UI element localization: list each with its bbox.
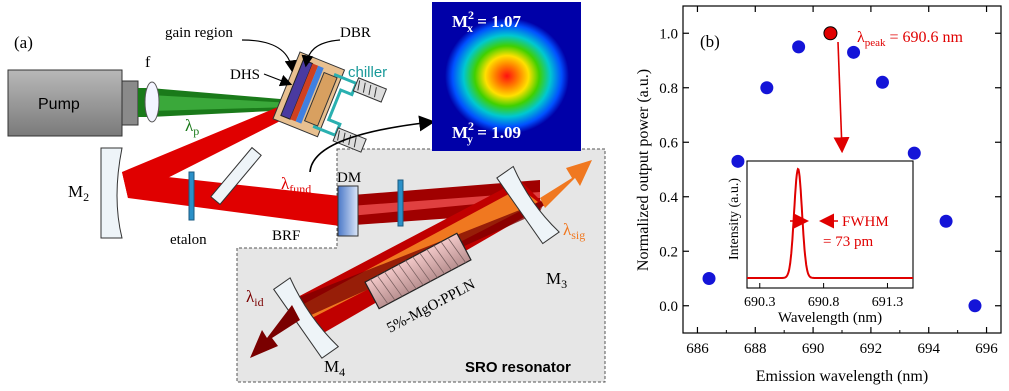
pump-lens [145, 82, 159, 122]
data-point [847, 46, 860, 59]
y-tick-label: 0.4 [659, 190, 678, 206]
inset-x-label: Wavelength (nm) [778, 310, 882, 326]
etalon [189, 172, 194, 220]
y-axis-label: Normalized output power (a.u.) [635, 69, 652, 271]
x-tick-label: 694 [917, 341, 940, 357]
data-point [876, 76, 889, 89]
chiller-label: chiller [348, 64, 387, 81]
data-point-peak [824, 27, 837, 40]
inset-x-tick-label: 690.8 [808, 295, 840, 310]
beam-profile-image: M2 x = 1.07 M2 y = 1.09 [432, 2, 581, 151]
data-point [731, 155, 744, 168]
m2-label: M2 [68, 182, 89, 204]
pump-nozzle [122, 81, 138, 125]
peak-annotation: λpeak = 690.6 nm [857, 29, 964, 49]
y-tick-label: 0.6 [659, 135, 678, 151]
mirror-m2 [101, 148, 122, 238]
x-tick-label: 686 [686, 341, 709, 357]
resonator-etalon [398, 180, 403, 226]
etalon-label: etalon [170, 232, 207, 248]
panel-a: (a) Pump f λp [8, 2, 605, 382]
fwhm-value: = 73 pm [823, 234, 873, 250]
x-tick-label: 692 [860, 341, 883, 357]
x-axis-label: Emission wavelength (nm) [756, 368, 928, 385]
inset-x-tick-label: 690.3 [744, 295, 776, 310]
my2-label: M2 y = 1.09 [452, 119, 521, 146]
fwhm-label: FWHM [842, 214, 889, 230]
mx2-label: M2 x = 1.07 [452, 8, 521, 35]
y-tick-label: 0.2 [659, 244, 678, 260]
inset-x-tick-label: 691.3 [872, 295, 904, 310]
x-tick-label: 690 [802, 341, 825, 357]
inset-y-label: Intensity (a.u.) [727, 178, 742, 260]
dichroic-mirror [338, 186, 358, 236]
data-point [760, 81, 773, 94]
panel-a-label: (a) [14, 33, 33, 52]
x-tick-label: 696 [975, 341, 998, 357]
data-point [703, 272, 716, 285]
data-point [792, 40, 805, 53]
lambda-p-label: λp [185, 116, 199, 138]
y-tick-label: 0.0 [659, 299, 678, 315]
data-point [940, 215, 953, 228]
gain-region-label: gain region [165, 25, 233, 41]
data-point [968, 299, 981, 312]
dbr-label: DBR [340, 25, 371, 41]
data-point [908, 147, 921, 160]
y-tick-label: 1.0 [659, 26, 678, 42]
peak-arrow [838, 42, 842, 150]
y-tick-label: 0.8 [659, 81, 678, 97]
brf-label: BRF [272, 228, 300, 244]
lens-label: f [145, 54, 151, 71]
panel-b-chart: (b) 0.00.20.40.60.81.0 686 688 690 692 694 69… [635, 6, 1001, 385]
spectrum-inset: 690.3 690.8 691.3 Intensity (a.u.) Wavelen… [727, 161, 913, 326]
pump-label: Pump [38, 96, 80, 113]
dhs-label: DHS [230, 67, 260, 83]
resonator-label: SRO resonator [465, 359, 571, 376]
dm-label: DM [337, 170, 361, 186]
lambda-fund-label: λfund [281, 174, 311, 196]
x-tick-label: 688 [744, 341, 767, 357]
panel-b-label: (b) [700, 32, 720, 51]
